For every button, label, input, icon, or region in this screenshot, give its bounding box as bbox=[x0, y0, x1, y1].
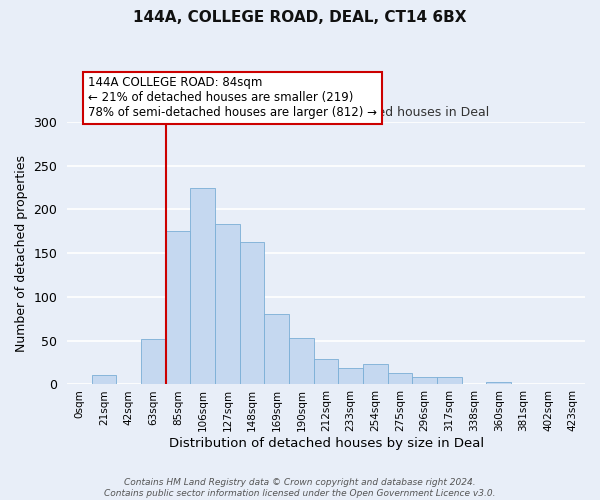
Bar bbox=[265, 314, 289, 384]
X-axis label: Distribution of detached houses by size in Deal: Distribution of detached houses by size … bbox=[169, 437, 484, 450]
Bar bbox=[289, 338, 314, 384]
Bar bbox=[190, 188, 215, 384]
Bar bbox=[338, 368, 363, 384]
Y-axis label: Number of detached properties: Number of detached properties bbox=[15, 154, 28, 352]
Text: 144A, COLLEGE ROAD, DEAL, CT14 6BX: 144A, COLLEGE ROAD, DEAL, CT14 6BX bbox=[133, 10, 467, 25]
Bar bbox=[487, 382, 511, 384]
Bar bbox=[240, 242, 265, 384]
Bar bbox=[141, 339, 166, 384]
Title: Size of property relative to detached houses in Deal: Size of property relative to detached ho… bbox=[163, 106, 489, 120]
Bar bbox=[388, 373, 412, 384]
Bar bbox=[92, 375, 116, 384]
Bar bbox=[314, 359, 338, 384]
Bar bbox=[215, 224, 240, 384]
Bar bbox=[412, 378, 437, 384]
Bar bbox=[166, 232, 190, 384]
Bar bbox=[363, 364, 388, 384]
Text: 144A COLLEGE ROAD: 84sqm
← 21% of detached houses are smaller (219)
78% of semi-: 144A COLLEGE ROAD: 84sqm ← 21% of detach… bbox=[88, 76, 377, 119]
Bar bbox=[437, 378, 462, 384]
Text: Contains HM Land Registry data © Crown copyright and database right 2024.
Contai: Contains HM Land Registry data © Crown c… bbox=[104, 478, 496, 498]
